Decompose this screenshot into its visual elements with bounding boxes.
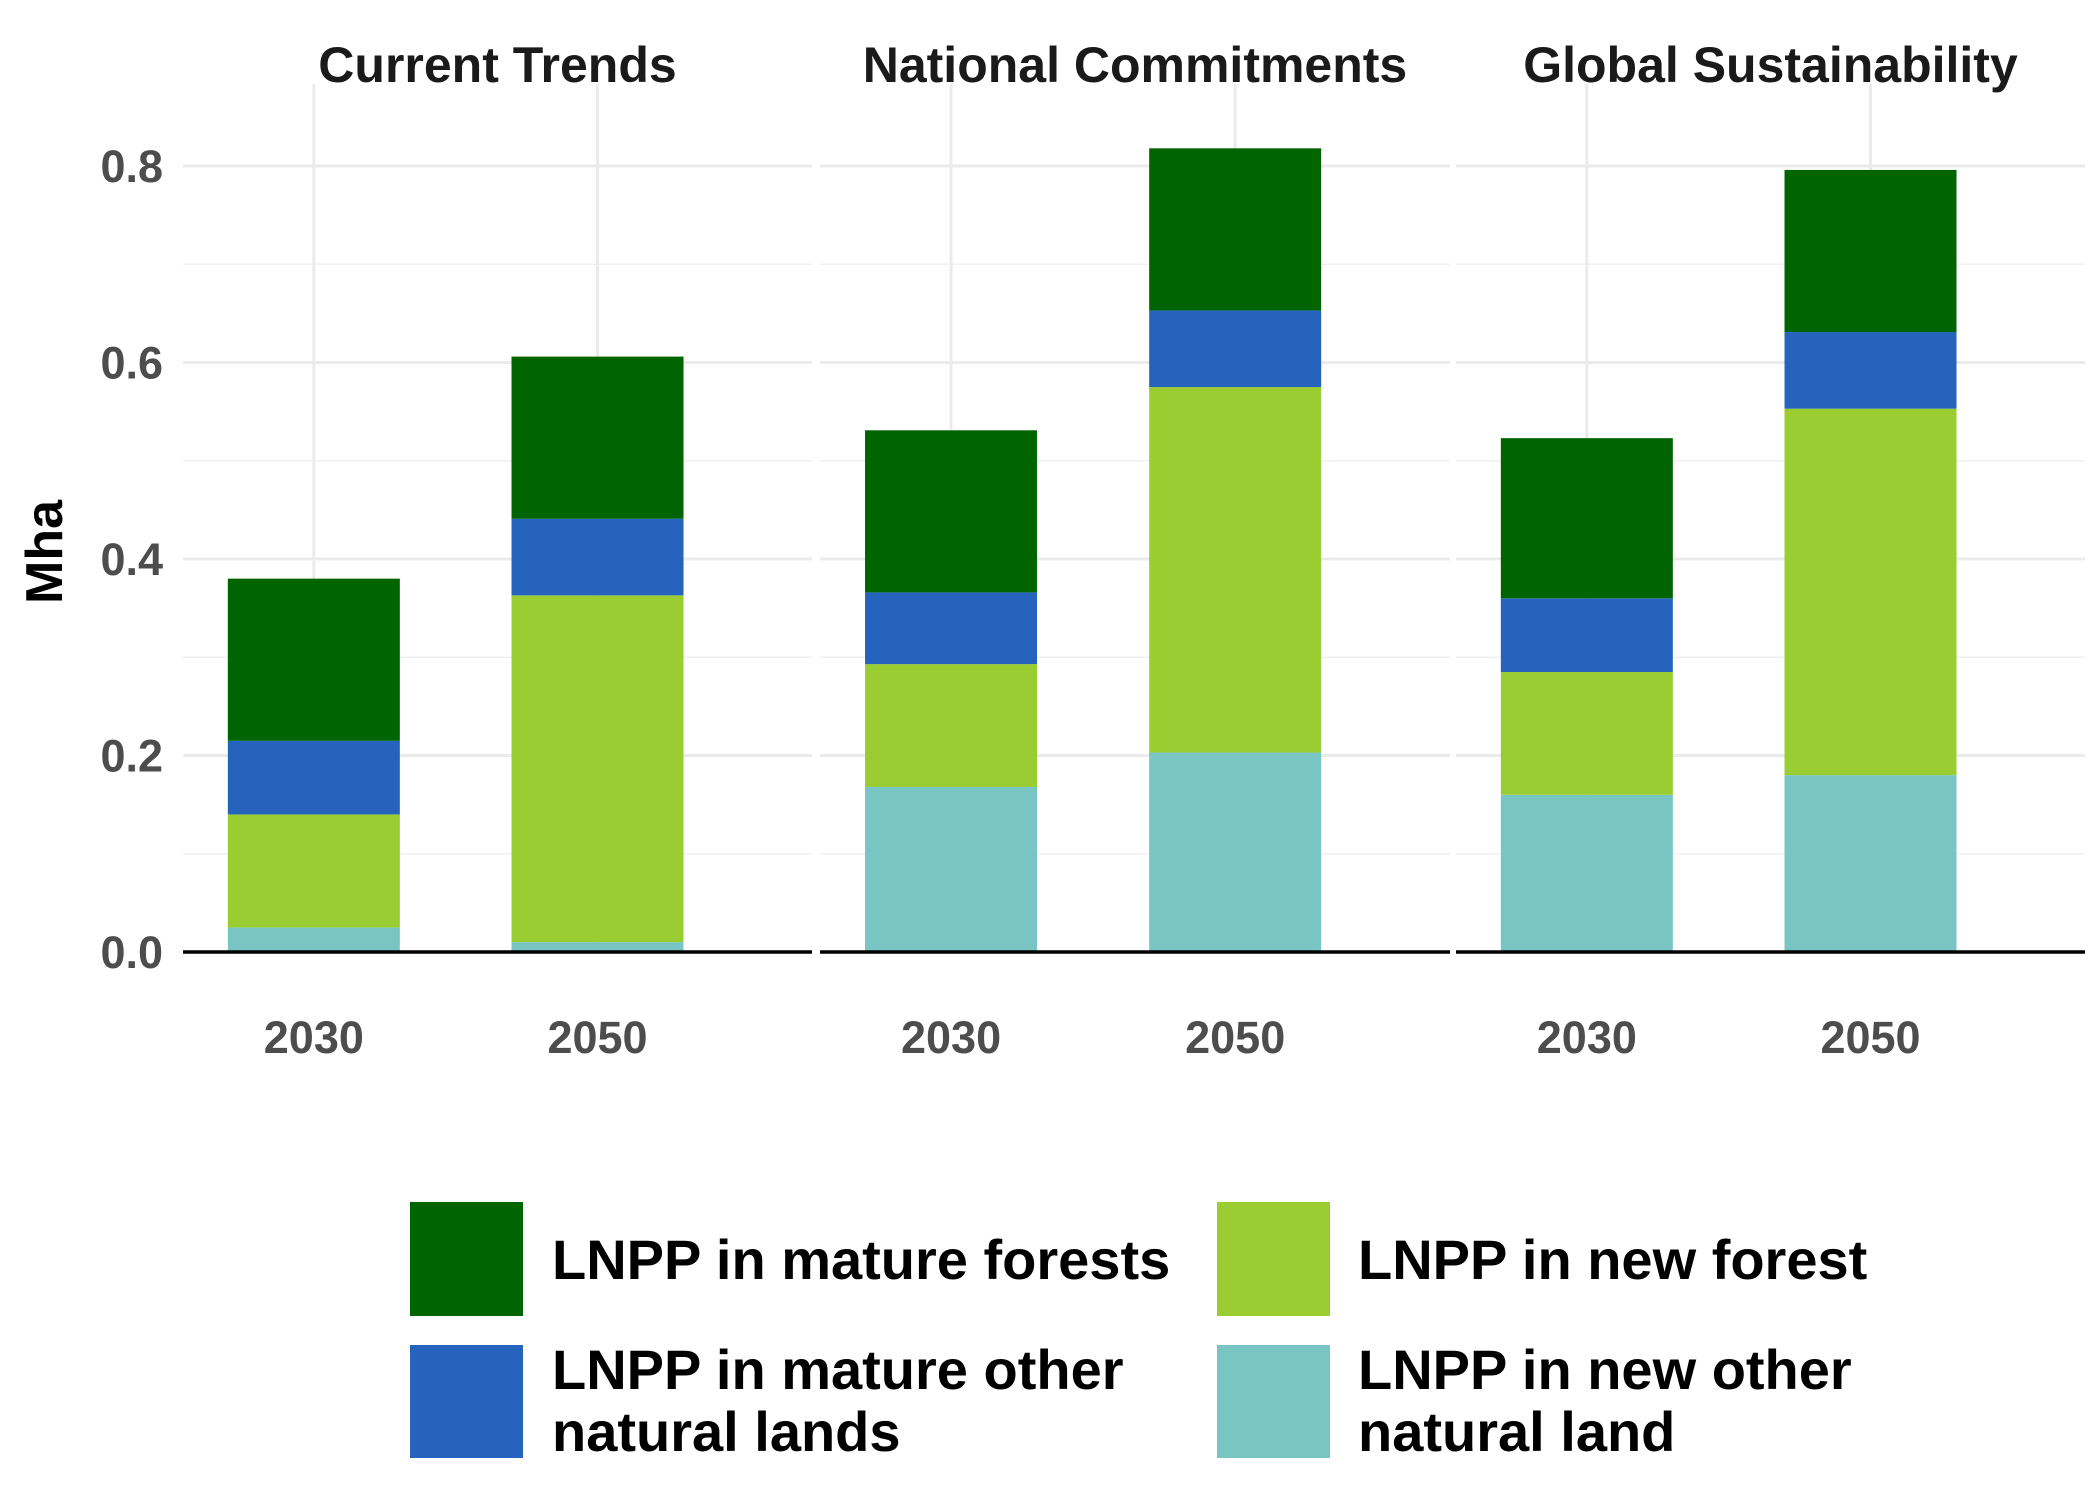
x-tick-label: 2050 [547, 1012, 647, 1063]
bar-segment [511, 356, 684, 519]
bar-segment [1149, 310, 1322, 388]
y-tick-label: 0.4 [100, 534, 163, 585]
bar-segment [1500, 438, 1673, 599]
bar-segment [865, 592, 1038, 665]
bar-segment [865, 786, 1038, 952]
legend-swatch [410, 1345, 523, 1458]
bar-segment [1784, 169, 1957, 333]
bar-segment [227, 578, 400, 741]
legend-label: LNPP in new other [1358, 1338, 1852, 1401]
y-axis-title: Mha [16, 499, 74, 604]
bar-segment [227, 814, 400, 928]
bar-segment [511, 518, 684, 596]
legend-label: natural land [1358, 1400, 1675, 1463]
bar-segment [1784, 332, 1957, 409]
legend-label: LNPP in mature forests [552, 1228, 1170, 1291]
legend-label: natural lands [552, 1400, 901, 1463]
legend-label: LNPP in mature other [552, 1338, 1124, 1401]
bar-segment [1149, 752, 1322, 952]
x-tick-label: 2050 [1820, 1012, 1920, 1063]
x-tick-label: 2030 [1537, 1012, 1637, 1063]
y-tick-label: 0.6 [100, 338, 163, 389]
bar-segment [1149, 148, 1322, 311]
x-tick-label: 2030 [264, 1012, 364, 1063]
legend-swatch [1217, 1345, 1330, 1458]
bar-segment [511, 942, 684, 952]
bar-segment [511, 595, 684, 943]
bar-segment [1500, 794, 1673, 952]
bar-segment [227, 740, 400, 815]
facet-title: National Commitments [863, 37, 1408, 93]
y-tick-label: 0.0 [100, 927, 163, 978]
bar-segment [865, 664, 1038, 787]
x-tick-label: 2050 [1185, 1012, 1285, 1063]
facet-title: Current Trends [318, 37, 676, 93]
bar-layer [227, 148, 1957, 952]
x-tick-label: 2030 [901, 1012, 1001, 1063]
bar-segment [865, 430, 1038, 593]
bar-segment [1500, 671, 1673, 795]
bar-segment [227, 927, 400, 952]
y-tick-label: 0.8 [100, 141, 163, 192]
legend-swatch [1217, 1202, 1330, 1316]
legend: LNPP in mature forests LNPP in new forest… [410, 1202, 1867, 1463]
bar-segment [1149, 387, 1322, 753]
legend-label: LNPP in new forest [1358, 1228, 1867, 1291]
legend-swatch [410, 1202, 523, 1316]
bar-segment [1784, 775, 1957, 952]
y-tick-label: 0.2 [100, 731, 163, 782]
bar-segment [1784, 408, 1957, 776]
facet-title: Global Sustainability [1523, 37, 2018, 93]
bar-segment [1500, 598, 1673, 672]
label-layer: 0.0 0.2 0.4 0.6 0.8 Current Trends 2030 2050 Nat… [100, 37, 2018, 1063]
